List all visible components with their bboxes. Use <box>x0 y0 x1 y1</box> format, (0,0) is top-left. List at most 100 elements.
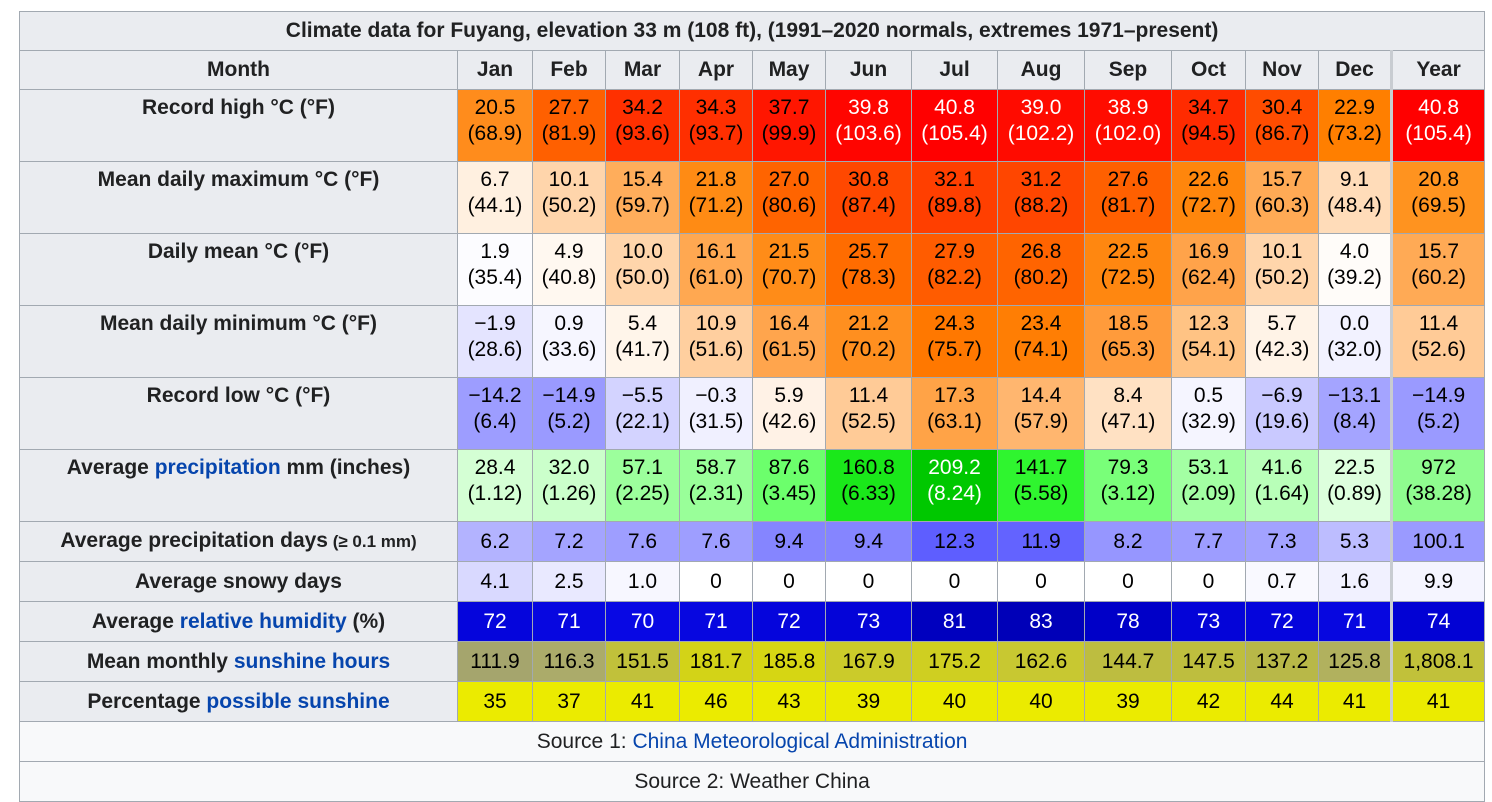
data-cell: 27.0 (80.6) <box>752 161 826 234</box>
data-cell: 137.2 <box>1245 641 1319 682</box>
data-cell: 41 <box>605 681 680 722</box>
cell-value: 22.9 <box>1334 96 1375 119</box>
cell-value: 4.0 <box>1339 240 1370 263</box>
data-cell: 4.1 <box>457 561 533 602</box>
source-link[interactable]: China Meteorological Administration <box>632 729 968 753</box>
cell-value: 5.3 <box>1339 529 1370 553</box>
source-text: Source 1: <box>536 729 633 753</box>
cell-value-imperial: (42.6) <box>761 410 817 433</box>
row-label-link[interactable]: precipitation <box>154 456 281 479</box>
cell-value: 30.4 <box>1261 96 1303 119</box>
cell-value: 1.0 <box>627 569 658 593</box>
cell-value-imperial: (70.7) <box>761 266 817 289</box>
cell-value: 20.5 <box>474 96 516 119</box>
data-cell: 0.5 (32.9) <box>1171 377 1246 450</box>
cell-value: 10.1 <box>548 168 590 191</box>
data-cell: 5.9 (42.6) <box>752 377 826 450</box>
data-cell: 24.3 (75.7) <box>911 305 998 378</box>
data-cell: 39.8 (103.6) <box>825 89 912 162</box>
data-cell: 70 <box>605 601 680 642</box>
data-cell: 0 <box>679 561 753 602</box>
data-cell: 73 <box>825 601 912 642</box>
cell-value: 22.5 <box>1334 456 1375 479</box>
data-cell: 16.9 (62.4) <box>1171 233 1246 306</box>
source-text: Source 2: Weather China <box>634 769 870 793</box>
data-cell: 41 <box>1389 681 1486 722</box>
cell-value: 22.6 <box>1188 168 1229 191</box>
cell-value: 11.9 <box>1021 529 1061 553</box>
month-header-aug: Aug <box>997 50 1085 90</box>
cell-value: 39 <box>1116 689 1140 713</box>
cell-value-imperial: (1.12) <box>467 482 523 505</box>
cell-value: 11.4 <box>1418 312 1459 335</box>
cell-value: 8.2 <box>1113 529 1143 553</box>
cell-value: 74 <box>1426 609 1451 633</box>
data-cell: 71 <box>679 601 753 642</box>
cell-value: 100.1 <box>1412 529 1465 553</box>
data-cell: 9.1 (48.4) <box>1318 161 1392 234</box>
data-cell: 15.7 (60.2) <box>1389 233 1486 306</box>
row-label-link[interactable]: possible sunshine <box>206 689 390 713</box>
data-cell: 15.4 (59.7) <box>605 161 680 234</box>
row-label-text: Record low °C (°F) <box>146 384 331 407</box>
cell-value-imperial: (73.2) <box>1327 122 1382 145</box>
cell-value: 37 <box>557 689 581 713</box>
data-cell: 38.9 (102.0) <box>1084 89 1172 162</box>
cell-value: 12.3 <box>934 529 975 553</box>
row-label-link[interactable]: relative humidity <box>179 609 347 633</box>
cell-value-imperial: (47.1) <box>1100 410 1156 433</box>
cell-value-imperial: (8.4) <box>1332 410 1377 433</box>
data-cell: 11.4 (52.6) <box>1389 305 1486 378</box>
cell-value: 10.9 <box>695 312 737 335</box>
row-label: Mean daily minimum °C (°F) <box>19 305 458 378</box>
row-label: Mean monthly sunshine hours <box>19 641 458 682</box>
cell-value: 73 <box>856 609 881 633</box>
data-cell: 34.2 (93.6) <box>605 89 680 162</box>
cell-value-imperial: (41.7) <box>615 338 670 361</box>
data-cell: 35 <box>457 681 533 722</box>
month-header-jan: Jan <box>457 50 533 90</box>
cell-value: 41.6 <box>1261 456 1303 479</box>
cell-value-imperial: (69.5) <box>1411 194 1467 217</box>
table-row: Average precipitation days (≥ 0.1 mm) 6.2… <box>19 521 1486 562</box>
data-cell: 39.0 (102.2) <box>997 89 1085 162</box>
cell-value: 70 <box>630 609 655 633</box>
cell-value: 5.4 <box>627 312 658 335</box>
cell-value: 27.6 <box>1107 168 1149 191</box>
data-cell: 30.4 (86.7) <box>1245 89 1319 162</box>
cell-value-imperial: (102.0) <box>1094 122 1162 145</box>
cell-value: 40.8 <box>934 96 975 119</box>
cell-value: 30.8 <box>848 168 889 191</box>
cell-value-imperial: (60.3) <box>1254 194 1310 217</box>
data-cell: 32.1 (89.8) <box>911 161 998 234</box>
cell-value: −0.3 <box>695 384 737 407</box>
data-cell: 44 <box>1245 681 1319 722</box>
data-cell: 22.5 (0.89) <box>1318 449 1392 522</box>
cell-value: 34.3 <box>695 96 737 119</box>
cell-value-imperial: (5.58) <box>1013 482 1069 505</box>
data-cell: 0 <box>752 561 826 602</box>
data-cell: −14.9 (5.2) <box>532 377 606 450</box>
cell-value: 15.7 <box>1261 168 1303 191</box>
cell-value: 38.9 <box>1107 96 1149 119</box>
row-label: Average relative humidity (%) <box>19 601 458 642</box>
data-cell: 39 <box>825 681 912 722</box>
cell-value: 58.7 <box>695 456 737 479</box>
cell-value: 1,808.1 <box>1403 649 1474 673</box>
cell-value-imperial: (75.7) <box>927 338 982 361</box>
data-cell: 22.6 (72.7) <box>1171 161 1246 234</box>
source-row: Source 1: China Meteorological Administr… <box>18 721 1486 762</box>
cell-value: 0.5 <box>1193 384 1224 407</box>
row-label-text: Average precipitation days <box>60 529 328 552</box>
row-label-text: Average snowy days <box>135 569 342 593</box>
cell-value: 71 <box>704 609 728 633</box>
data-cell: 111.9 <box>457 641 533 682</box>
data-cell: −13.1 (8.4) <box>1318 377 1392 450</box>
cell-value: 7.2 <box>554 529 584 553</box>
cell-value: 43 <box>777 689 801 713</box>
data-cell: 167.9 <box>825 641 912 682</box>
cell-value: 160.8 <box>842 456 895 479</box>
row-label-link[interactable]: sunshine hours <box>233 649 391 673</box>
cell-value-imperial: (82.2) <box>927 266 982 289</box>
data-cell: 0 <box>1171 561 1246 602</box>
